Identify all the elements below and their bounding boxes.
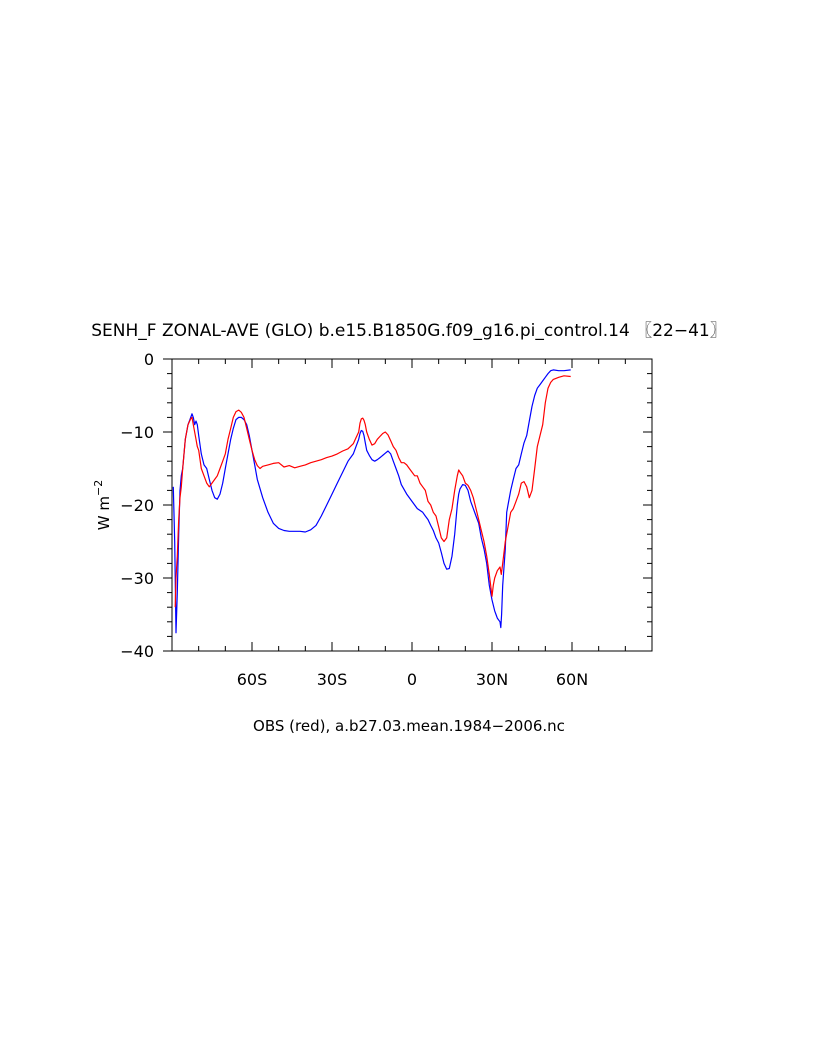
y-axis-label-exponent: −2 bbox=[92, 480, 105, 496]
y-tick-label: 0 bbox=[144, 350, 154, 369]
axis-ticks bbox=[163, 358, 652, 652]
series-line-red bbox=[174, 375, 571, 608]
x-tick-label: 30N bbox=[476, 670, 508, 689]
y-axis-label: W m−2 bbox=[92, 480, 113, 530]
series-layer bbox=[172, 369, 571, 634]
series-line-blue bbox=[172, 369, 571, 634]
plot-frame bbox=[171, 358, 653, 652]
y-tick-label: −10 bbox=[120, 423, 154, 442]
chart-title: SENH_F ZONAL-AVE (GLO) b.e15.B1850G.f09_… bbox=[91, 321, 726, 341]
plot-area bbox=[163, 358, 653, 652]
x-axis-tick-labels: 60S 30S 0 30N 60N bbox=[237, 670, 588, 689]
x-tick-label: 0 bbox=[407, 670, 417, 689]
x-tick-label: 60S bbox=[237, 670, 268, 689]
y-axis-label-base: W m bbox=[95, 496, 113, 530]
y-tick-label: −20 bbox=[120, 496, 154, 515]
x-axis-caption: OBS (red), a.b27.03.mean.1984−2006.nc bbox=[253, 717, 565, 735]
y-axis-tick-labels: 0 −10 −20 −30 −40 bbox=[120, 350, 154, 661]
y-tick-label: −30 bbox=[120, 569, 154, 588]
y-tick-label: −40 bbox=[120, 642, 154, 661]
x-tick-label: 30S bbox=[317, 670, 348, 689]
x-tick-label: 60N bbox=[556, 670, 588, 689]
